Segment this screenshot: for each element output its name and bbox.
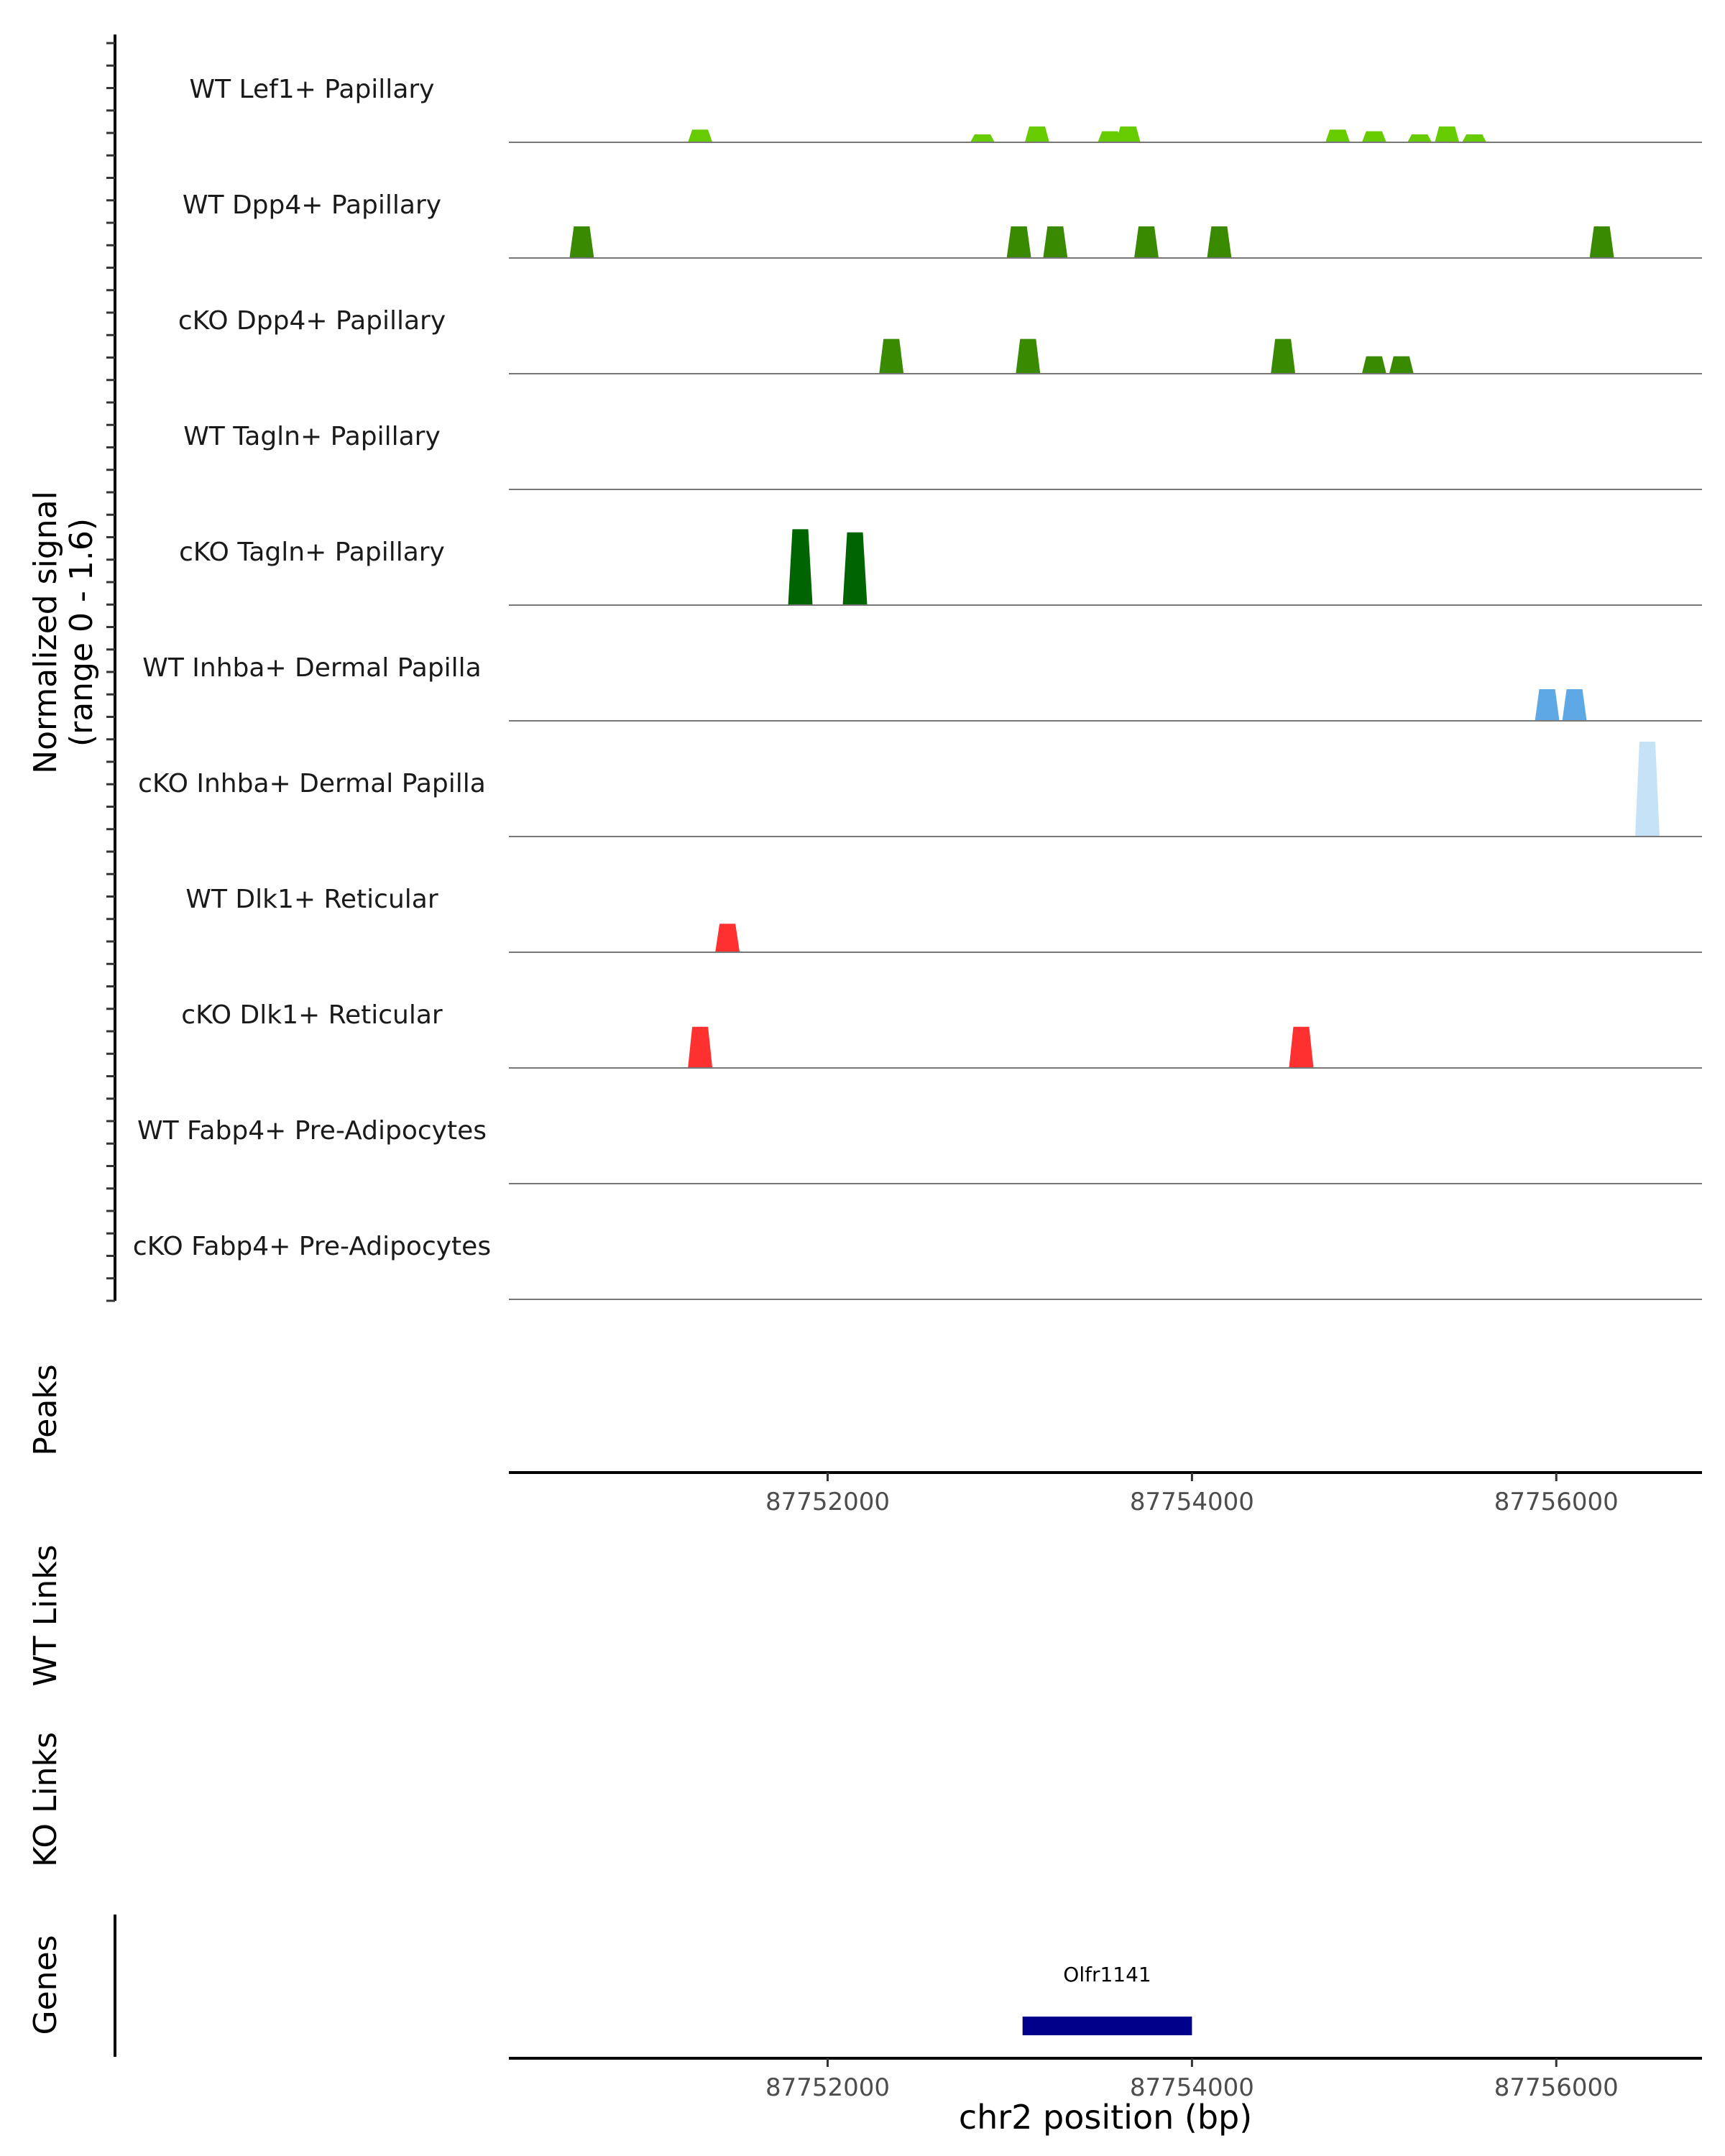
genes-x-tick-label: 87756000 <box>1494 2073 1619 2102</box>
coverage-peak <box>688 1026 713 1068</box>
track-label: WT Tagln+ Papillary <box>183 422 441 451</box>
gene-body <box>1022 2017 1192 2035</box>
coverage-peak <box>1589 226 1614 258</box>
genes-x-axis: 87752000 87754000 87756000 <box>765 2058 1619 2102</box>
coverage-track: cKO Fabp4+ Pre-Adipocytes <box>133 1232 1702 1300</box>
wt-links-label: WT Links <box>27 1544 64 1686</box>
peaks-x-tick-label: 87756000 <box>1494 1488 1619 1516</box>
genes-track-label: Genes <box>27 1935 64 2035</box>
coverage-track: WT Dlk1+ Reticular <box>185 885 1702 953</box>
coverage-peak <box>1389 356 1414 374</box>
track-label: WT Lef1+ Papillary <box>190 75 435 104</box>
coverage-peak <box>1407 134 1432 142</box>
coverage-peak <box>688 129 713 142</box>
track-label: WT Inhba+ Dermal Papilla <box>142 653 481 683</box>
coverage-peak <box>970 134 995 142</box>
track-label: cKO Fabp4+ Pre-Adipocytes <box>133 1232 491 1261</box>
peaks-x-tick-label: 87754000 <box>1130 1488 1254 1516</box>
coverage-peak <box>1435 126 1460 142</box>
coverage-peak <box>1043 226 1068 258</box>
coverage-peak <box>1098 131 1123 142</box>
coverage-track: WT Dpp4+ Papillary <box>183 190 1702 259</box>
coverage-peak <box>1289 1026 1314 1068</box>
track-label: WT Fabp4+ Pre-Adipocytes <box>137 1116 487 1146</box>
track-label: WT Dpp4+ Papillary <box>183 190 441 220</box>
track-label: cKO Inhba+ Dermal Papilla <box>138 769 486 798</box>
coverage-peak <box>1462 134 1487 142</box>
coverage-peak <box>879 338 904 374</box>
coverage-track: cKO Dlk1+ Reticular <box>181 1000 1702 1069</box>
coverage-peak <box>1271 338 1296 374</box>
track-label: cKO Dlk1+ Reticular <box>181 1000 443 1030</box>
gene-models: Olfr1141 <box>1022 1963 1192 2035</box>
coverage-peak <box>842 532 868 605</box>
coverage-track: WT Fabp4+ Pre-Adipocytes <box>137 1116 1702 1184</box>
coverage-peak <box>1006 226 1031 258</box>
gene-name: Olfr1141 <box>1063 1963 1151 1986</box>
track-label: WT Dlk1+ Reticular <box>185 885 438 914</box>
coverage-ylabel-line1: Normalized signal <box>27 491 64 774</box>
coverage-peak <box>1535 689 1560 721</box>
coverage-track: cKO Tagln+ Papillary <box>179 529 1702 606</box>
coverage-peak <box>715 923 740 952</box>
peaks-x-tick-label: 87752000 <box>765 1488 890 1516</box>
genes-x-tick-label: 87752000 <box>765 2073 890 2102</box>
peaks-track-label: Peaks <box>27 1364 64 1455</box>
coverage-track: WT Tagln+ Papillary <box>183 422 1702 490</box>
coverage-peak <box>1361 131 1386 142</box>
ko-links-label: KO Links <box>27 1732 64 1867</box>
coverage-track: cKO Inhba+ Dermal Papilla <box>138 742 1702 837</box>
coverage-peak <box>1325 129 1351 142</box>
coverage-peak <box>1116 126 1141 142</box>
coverage-peak <box>1361 356 1386 374</box>
coverage-ylabel-line2: (range 0 - 1.6) <box>63 518 100 747</box>
coverage-track: WT Inhba+ Dermal Papilla <box>142 653 1702 722</box>
genes-x-tick-label: 87754000 <box>1130 2073 1254 2102</box>
coverage-y-axis <box>106 34 116 1302</box>
coverage-tracks: WT Lef1+ Papillary WT Dpp4+ Papillary cKO … <box>133 75 1702 1300</box>
peaks-x-axis: 87752000 87754000 87756000 <box>765 1473 1619 1516</box>
coverage-peak <box>1207 226 1232 258</box>
coverage-peak <box>569 226 594 258</box>
coverage-track: cKO Dpp4+ Papillary <box>178 306 1702 374</box>
coverage-peak <box>1134 226 1159 258</box>
track-label: cKO Dpp4+ Papillary <box>178 306 446 336</box>
coverage-peak <box>1024 126 1049 142</box>
coverage-track: WT Lef1+ Papillary <box>190 75 1702 143</box>
coverage-peak <box>1562 689 1587 721</box>
coverage-peak <box>1016 338 1041 374</box>
coverage-peak <box>788 529 813 605</box>
x-axis-title: chr2 position (bp) <box>959 2098 1252 2137</box>
track-label: cKO Tagln+ Papillary <box>179 538 445 567</box>
coverage-peak <box>1634 742 1660 837</box>
